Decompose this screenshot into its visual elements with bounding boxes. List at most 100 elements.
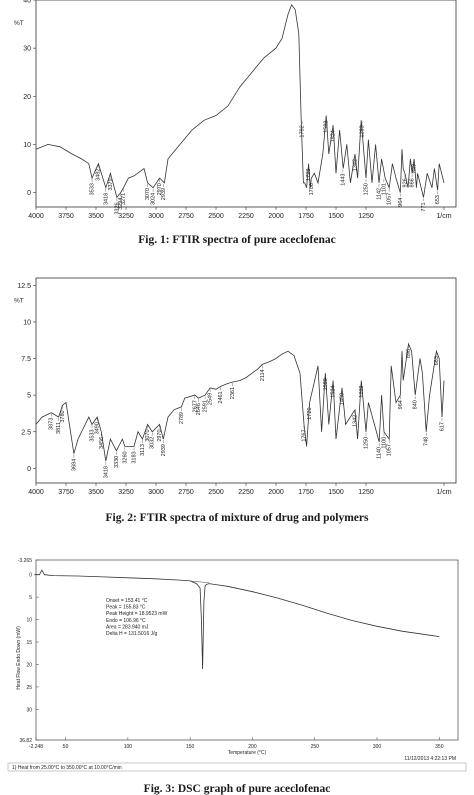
x-tick-label: 3750 xyxy=(58,213,74,220)
peak-label: 663 xyxy=(434,356,440,365)
peak-label: 1057 xyxy=(387,193,393,205)
x-tick-label: 1500 xyxy=(328,213,344,220)
footer-note: 1) Heat from 25.00°C to 350.00°C at 10.0… xyxy=(12,765,122,771)
fig2-caption: Fig. 2: FTIR spectra of mixture of drug … xyxy=(105,512,369,524)
peak-label: 3032 xyxy=(150,437,156,449)
x-tick-label: 3250 xyxy=(118,489,134,496)
x-tick-label: 2500 xyxy=(208,489,224,496)
peak-label: 2646 xyxy=(196,403,202,415)
x-tick-label: 1250 xyxy=(358,489,374,496)
peak-label: 3684 xyxy=(71,459,77,471)
x-tick-label: 50 xyxy=(63,744,69,750)
x-tick-label: 3750 xyxy=(58,489,74,496)
peak-label: 1767 xyxy=(301,429,307,441)
peak-label: 3418 xyxy=(103,193,109,205)
y-tick-label: 15 xyxy=(26,640,32,646)
y-tick-label: 40 xyxy=(23,0,31,5)
x-tick-label: 1/cm xyxy=(436,213,451,220)
y-tick-label: 10 xyxy=(23,319,31,326)
plot-frame xyxy=(35,559,459,741)
peak-label: 3330 xyxy=(114,456,120,468)
x-tick-label: 3500 xyxy=(88,213,104,220)
peak-label: 617 xyxy=(439,422,445,431)
peak-label: 1250 xyxy=(364,437,370,449)
peak-label: 964 xyxy=(398,198,404,207)
x-tick-label: 2000 xyxy=(268,489,284,496)
peak-label: 1342 xyxy=(352,415,358,427)
peak-label: 1283 xyxy=(360,125,366,137)
peak-label: 3490 xyxy=(95,422,101,434)
peak-label: 2361 xyxy=(230,387,236,399)
peak-label: 1524 xyxy=(331,130,337,142)
peak-label: 3418 xyxy=(103,466,109,478)
peak-label: 2114 xyxy=(260,369,266,381)
dsc-annotation: Delta H = 131.5016 J/g xyxy=(106,631,158,637)
fig2-panel: %T 4000 3750 3500 3250 3000 2750 2500 2250 2000 17… xyxy=(0,268,474,530)
x-tick-label: 2250 xyxy=(238,489,254,496)
spectrum-line xyxy=(35,3,445,199)
x-tick-label: 3250 xyxy=(118,213,134,220)
peak-label: 1450 xyxy=(340,393,346,405)
peak-label: 1524 xyxy=(331,386,337,398)
y-tick-label: 20 xyxy=(26,662,32,668)
x-tick-label: 3000 xyxy=(148,489,164,496)
peak-label: 3113 xyxy=(140,444,146,456)
timestamp: 11/12/2013 4:22:13 PM xyxy=(404,756,456,762)
peak-label: 3533 xyxy=(90,429,96,441)
y-tick-label: 0 xyxy=(27,466,31,473)
peak-label: 3533 xyxy=(90,183,96,195)
x-tick-label: 1500 xyxy=(328,489,344,496)
y-tick-label: 30 xyxy=(26,707,32,713)
peak-label: 2677 xyxy=(192,400,198,412)
peak-label: 748 xyxy=(424,437,430,446)
x-tick-label: 4000 xyxy=(28,489,44,496)
peak-label: 1142 xyxy=(376,188,382,200)
x-tick-label: 1/cm xyxy=(436,489,451,496)
spectrum-line xyxy=(35,342,445,462)
y-tick-label: 36.82 xyxy=(19,738,32,744)
x-tick-label: 4000 xyxy=(28,213,44,220)
peak-label: 840 xyxy=(413,400,419,409)
peak-label: 849 xyxy=(412,164,418,173)
peak-label: 1057 xyxy=(387,444,393,456)
peak-label: 3873 xyxy=(49,418,55,430)
x-tick-label: 100 xyxy=(124,744,133,750)
peak-label: 3070 xyxy=(145,188,151,200)
y-tick-label: 5 xyxy=(29,595,32,601)
peak-label: 2591 xyxy=(203,400,209,412)
peak-label: 964 xyxy=(398,400,404,409)
y-tick-label: 2.5 xyxy=(21,429,31,436)
peak-label: 3024 xyxy=(151,193,157,205)
peak-label: 2549 xyxy=(208,393,214,405)
peak-label: 3183 xyxy=(132,451,138,463)
dsc-annotation: Peak = 155.83 °C xyxy=(106,605,146,611)
fig3-caption: Fig. 3: DSC graph of pure aceclofenac xyxy=(143,783,331,795)
dsc-curve xyxy=(34,569,440,670)
x-tick-label: 3500 xyxy=(88,489,104,496)
peak-label: 3456 xyxy=(99,437,105,449)
x-tick-label: 1750 xyxy=(298,213,314,220)
peak-label: 2461 xyxy=(218,391,224,403)
peak-label: 2970 xyxy=(157,183,163,195)
x-tick-label: 300 xyxy=(373,744,382,750)
peak-label: 1289 xyxy=(359,386,365,398)
y-tick-label: 10 xyxy=(26,618,32,624)
y-tick-label: 0 xyxy=(29,573,32,579)
dsc-annotation: Onset = 153.41 °C xyxy=(106,598,148,604)
peak-label: 2939 xyxy=(161,444,167,456)
peak-label: 1443 xyxy=(340,173,346,185)
peak-label: 1342 xyxy=(352,159,358,171)
x-tick-label: 200 xyxy=(248,744,257,750)
peak-label: 3482 xyxy=(96,169,102,181)
peak-label: 3294 xyxy=(118,198,124,210)
y-tick-label: 30 xyxy=(23,46,31,53)
peak-label: 1720 xyxy=(307,407,313,419)
x-tick-label: 250 xyxy=(311,744,320,750)
baseline-line xyxy=(190,580,209,583)
y-axis-label: Heat Flow Endo Down (mW) xyxy=(16,626,22,690)
fig2-ftir-chart: %T 4000 3750 3500 3250 3000 2750 2500 2250 2000 17… xyxy=(14,277,457,496)
peak-label: 3070 xyxy=(145,429,151,441)
peak-label: 1706 xyxy=(309,183,315,195)
y-tick-label: 7.5 xyxy=(21,356,31,363)
peak-label: 1140 xyxy=(377,447,383,459)
